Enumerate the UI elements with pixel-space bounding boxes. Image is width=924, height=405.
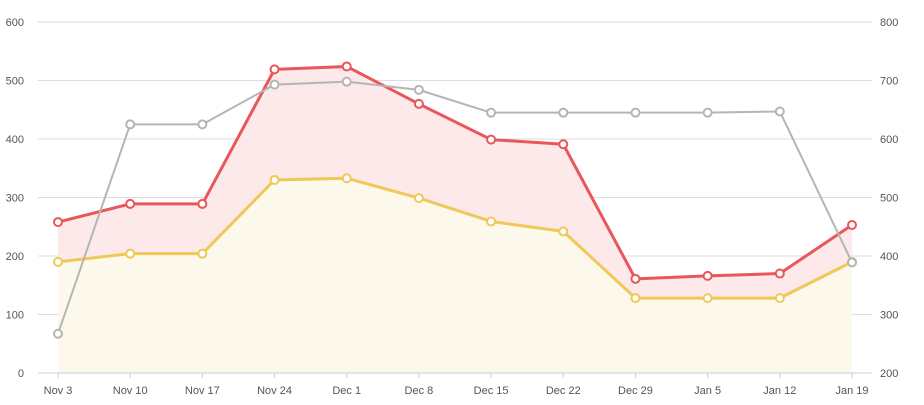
y-tick-label: 500	[6, 76, 24, 88]
data-point	[486, 216, 497, 227]
data-point	[341, 61, 352, 72]
data-point	[125, 119, 136, 130]
data-point	[486, 107, 497, 118]
area-fills	[58, 66, 852, 374]
data-point	[413, 98, 424, 109]
y-tick-label: 200	[6, 251, 24, 263]
y2-tick-label: 300	[880, 310, 898, 322]
axes	[38, 372, 872, 378]
data-point	[486, 134, 497, 145]
x-tick-label: Nov 3	[44, 385, 73, 397]
data-point	[341, 173, 352, 184]
x-tick-label: Nov 10	[113, 385, 148, 397]
series-line	[57, 64, 853, 281]
x-tick-label: Dec 8	[405, 385, 434, 397]
data-point	[558, 226, 569, 237]
data-point	[702, 293, 713, 304]
data-point	[197, 248, 208, 259]
y2-tick-label: 200	[880, 368, 898, 380]
y2-tick-label: 600	[880, 134, 898, 146]
y-tick-label: 600	[6, 17, 24, 29]
data-point	[197, 119, 208, 130]
y2-tick-label: 700	[880, 76, 898, 88]
data-point	[269, 79, 280, 90]
data-point	[702, 107, 713, 118]
data-point	[630, 107, 641, 118]
data-point	[847, 219, 857, 230]
data-point	[413, 84, 424, 95]
x-tick-label: Dec 1	[332, 385, 361, 397]
data-point	[558, 139, 569, 150]
series-lines	[57, 64, 853, 335]
data-point	[53, 256, 63, 267]
tick-labels: 0 100 200 300 400 500 600 200 300 400 500 600 700 800…	[6, 17, 899, 397]
series-line	[57, 80, 853, 335]
data-point	[774, 268, 785, 279]
data-point	[269, 64, 280, 75]
x-tick-label: Dec 22	[546, 385, 581, 397]
data-points	[53, 61, 857, 339]
data-point	[774, 293, 785, 304]
data-point	[847, 257, 857, 268]
data-point	[125, 198, 136, 209]
x-tick-label: Jan 5	[694, 385, 721, 397]
series-area	[58, 178, 852, 373]
data-point	[630, 273, 641, 284]
data-point	[413, 193, 424, 204]
y2-tick-label: 800	[880, 17, 898, 29]
series-line	[57, 176, 853, 300]
data-point	[53, 328, 63, 339]
data-point	[702, 270, 713, 281]
x-tick-label: Jan 12	[763, 385, 796, 397]
data-point	[774, 106, 785, 117]
data-point	[125, 248, 136, 259]
x-tick-label: Dec 15	[474, 385, 509, 397]
x-tick-label: Jan 19	[835, 385, 868, 397]
x-tick-label: Nov 17	[185, 385, 220, 397]
data-point	[630, 293, 641, 304]
y-tick-label: 300	[6, 193, 24, 205]
x-tick-label: Dec 29	[618, 385, 653, 397]
data-point	[341, 76, 352, 87]
y-tick-label: 0	[18, 368, 24, 380]
x-tick-label: Nov 24	[257, 385, 292, 397]
data-point	[53, 217, 63, 228]
y2-tick-label: 400	[880, 251, 898, 263]
y-tick-label: 100	[6, 310, 24, 322]
y2-tick-label: 500	[880, 193, 898, 205]
data-point	[558, 107, 569, 118]
data-point	[269, 174, 280, 185]
data-point	[197, 198, 208, 209]
y-tick-label: 400	[6, 134, 24, 146]
